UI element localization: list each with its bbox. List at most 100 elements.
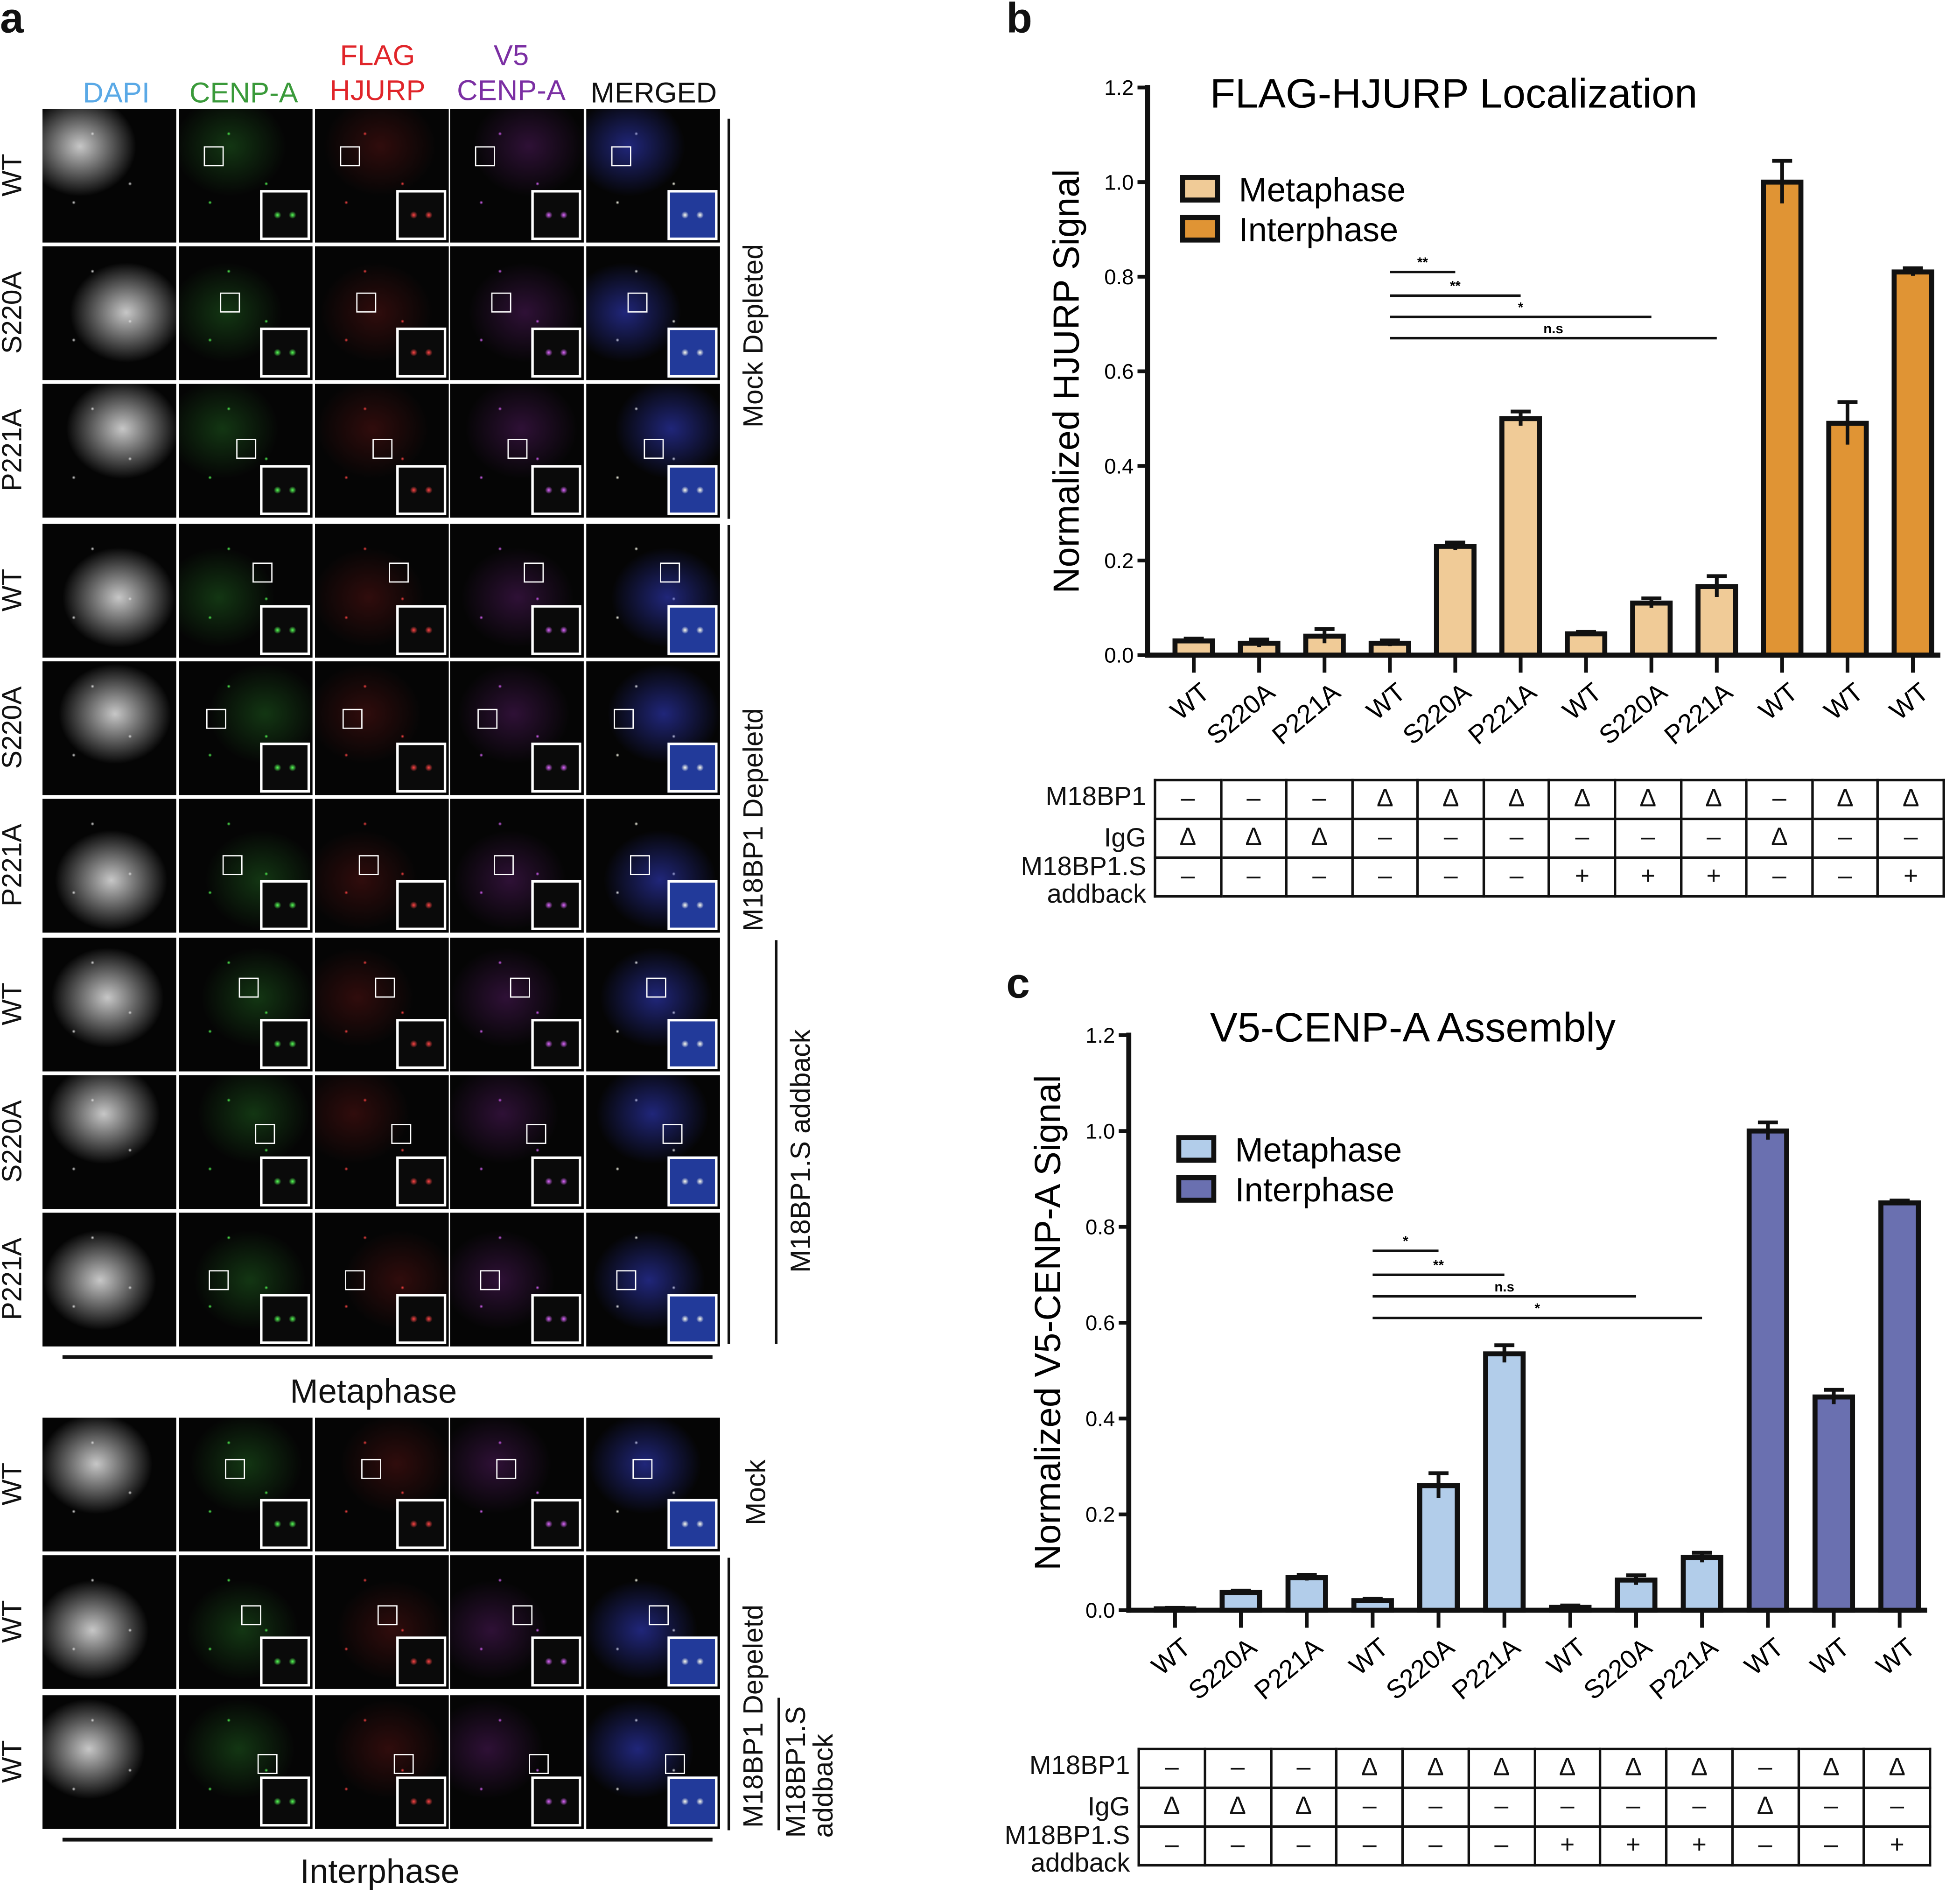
micrograph-merged	[586, 661, 720, 795]
y-axis-label: Normalized HJURP Signal	[1047, 169, 1087, 593]
zoom-region-marker	[222, 855, 243, 876]
condition-cell: –	[1482, 817, 1551, 859]
micrograph-dapi	[42, 1695, 176, 1829]
micrograph-flag-hjurp	[315, 524, 449, 658]
condition-cell: –	[1731, 1747, 1799, 1789]
zoom-region-marker	[475, 146, 495, 167]
row-label: WT	[0, 1600, 28, 1643]
legend-label: Interphase	[1239, 211, 1398, 249]
micrograph-cenpa	[179, 109, 313, 243]
micrograph-cenpa	[179, 1213, 313, 1347]
micrograph-cenpa	[179, 799, 313, 933]
inset-zoom	[531, 743, 581, 793]
col-header-line: FLAG	[340, 39, 415, 71]
col-header-dapi: DAPI	[83, 76, 150, 109]
row-label: P221A	[0, 1237, 28, 1320]
x-tick-label: S220A	[1183, 1632, 1262, 1705]
condition-cell: –	[1745, 856, 1814, 898]
condition-cell: –	[1351, 817, 1420, 859]
zoom-region-marker	[632, 1459, 653, 1479]
condition-cell: –	[1731, 1825, 1799, 1867]
condition-cell: –	[1416, 856, 1485, 898]
row-label: WT	[0, 982, 28, 1025]
inset-zoom	[260, 1636, 310, 1687]
condition-cell: Δ	[1876, 779, 1945, 821]
micrograph-flag-hjurp	[315, 1417, 449, 1552]
zoom-region-marker	[345, 1270, 365, 1291]
x-tick-label: P221A	[1659, 677, 1738, 750]
micrograph-cenpa	[179, 937, 313, 1072]
row-label: P221A	[0, 824, 28, 907]
micrograph-cenpa	[179, 384, 313, 518]
micrograph-flag-hjurp	[315, 1213, 449, 1347]
condition-cell: –	[1219, 779, 1288, 821]
condition-cell: Δ	[1745, 817, 1814, 859]
zoom-region-marker	[665, 1754, 685, 1774]
condition-cell: –	[1862, 1786, 1932, 1828]
zoom-region-marker	[206, 708, 226, 729]
zoom-region-marker	[524, 562, 544, 583]
condition-cell: Δ	[1614, 779, 1682, 821]
inset-zoom	[531, 327, 581, 378]
micrograph-dapi	[42, 1555, 176, 1689]
inset-zoom	[667, 1019, 718, 1069]
zoom-region-marker	[361, 1459, 381, 1479]
micrograph-merged	[586, 524, 720, 658]
x-tick-label: S220A	[1380, 1632, 1460, 1705]
zoom-region-marker	[255, 1124, 275, 1144]
x-tick-label: WT	[1557, 677, 1607, 725]
inset-zoom	[396, 1019, 447, 1069]
zoom-region-marker	[203, 146, 224, 167]
group-label-addback: M18BP1.S addback	[785, 1029, 817, 1273]
x-tick-label: P221A	[1644, 1632, 1723, 1705]
condition-cell: –	[1401, 1786, 1470, 1828]
condition-cell: +	[1680, 856, 1748, 898]
inset-zoom	[396, 743, 447, 793]
group-label-m18bp1-depleted: M18BP1 Depeletd	[737, 708, 769, 932]
row-label: WT	[0, 1462, 28, 1506]
condition-cell: –	[1137, 1747, 1206, 1789]
micrograph-dapi	[42, 246, 176, 380]
condition-cell: –	[1203, 1825, 1272, 1867]
bar	[1219, 1590, 1262, 1613]
condition-label: M18BP1.S addback	[1005, 1822, 1130, 1878]
row-label: S220A	[0, 271, 28, 354]
micrograph-merged	[586, 384, 720, 518]
micrograph-v5-cenpa	[450, 1213, 584, 1347]
micrograph-merged	[586, 1695, 720, 1829]
bar	[1826, 421, 1869, 658]
condition-cell: Δ	[1137, 1786, 1206, 1828]
condition-label: M18BP1	[1045, 782, 1147, 812]
zoom-region-marker	[646, 977, 666, 998]
inset-zoom	[531, 880, 581, 930]
condition-cell: +	[1876, 856, 1945, 898]
micrograph-v5-cenpa	[450, 937, 584, 1072]
x-tick-label: WT	[1344, 1632, 1393, 1681]
condition-cell: –	[1335, 1825, 1404, 1867]
x-tick-label: P221A	[1249, 1632, 1328, 1705]
x-tick-label: WT	[1146, 1632, 1196, 1681]
inset-zoom	[396, 1294, 447, 1344]
inset-zoom	[531, 1294, 581, 1344]
micrograph-dapi	[42, 1417, 176, 1552]
zoom-region-marker	[649, 1605, 669, 1626]
zoom-region-marker	[512, 1605, 533, 1626]
significance-label: **	[1450, 279, 1461, 294]
condition-cell: Δ	[1482, 779, 1551, 821]
y-axis-label: Normalized V5-CENP-A Signal	[1028, 1075, 1068, 1571]
conditions-row: Δ Δ Δ – – – – – – Δ – –	[1154, 817, 1945, 859]
significance-label: *	[1518, 300, 1524, 315]
inset-zoom	[396, 1776, 447, 1827]
micrograph-v5-cenpa	[450, 661, 584, 795]
zoom-region-marker	[627, 292, 648, 313]
micrograph-v5-cenpa	[450, 799, 584, 933]
micrograph-v5-cenpa	[450, 1417, 584, 1552]
condition-cell: Δ	[1533, 1747, 1602, 1789]
condition-label: M18BP1	[1029, 1751, 1130, 1781]
micrograph-dapi	[42, 384, 176, 518]
bar	[1878, 1200, 1921, 1613]
condition-cell: Δ	[1797, 1747, 1866, 1789]
zoom-region-marker	[391, 1124, 412, 1144]
condition-cell: –	[1614, 817, 1682, 859]
label-line: addback	[807, 1733, 839, 1838]
